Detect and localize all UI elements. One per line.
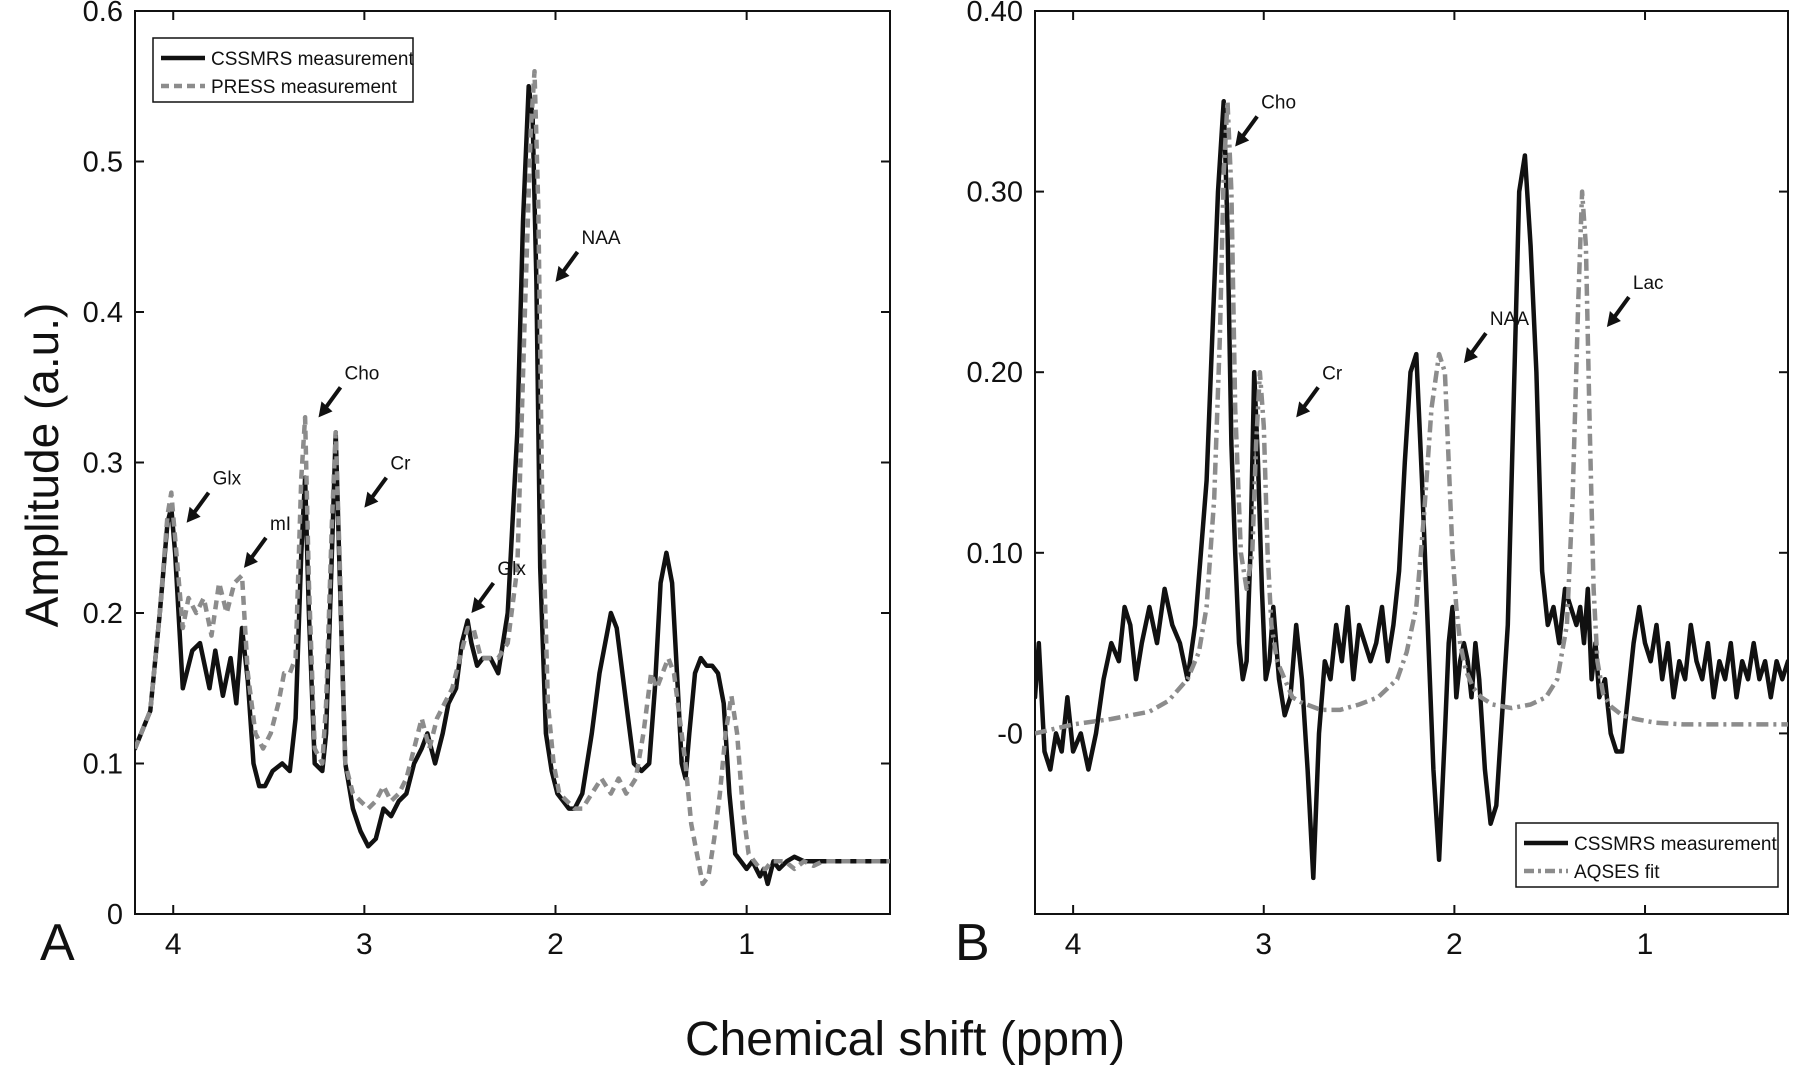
annotation-arrowhead <box>1296 401 1311 418</box>
x-tick-label: 4 <box>165 928 182 961</box>
annotation-arrow <box>1468 331 1488 357</box>
annotation-arrowhead <box>1463 347 1478 364</box>
annotation-arrowhead <box>1235 130 1250 147</box>
annotation-arrowhead <box>555 265 570 282</box>
y-tick-label: 0.3 <box>83 448 123 480</box>
annotation-label: NAA <box>582 228 621 249</box>
y-tick-label: 0.20 <box>967 357 1023 389</box>
legend-label: AQSES fit <box>1574 862 1660 883</box>
x-tick-label: 2 <box>547 928 564 961</box>
panel-b-plot-area <box>1034 10 1789 915</box>
panel-a-plot-area <box>134 10 891 915</box>
series-line-press-measurement <box>135 68 890 887</box>
x-axis-label: Chemical shift (ppm) <box>685 1013 1125 1066</box>
x-tick-label: 3 <box>1255 928 1272 961</box>
annotation-arrowhead <box>243 551 258 568</box>
series-line-cssmrs-measurement <box>135 83 890 887</box>
x-tick-label: 2 <box>1446 928 1463 961</box>
series-line-aqses-fit <box>1035 99 1788 736</box>
y-tick-label: -0 <box>997 718 1023 750</box>
annotation-arrowhead <box>471 597 486 613</box>
legend-box <box>152 37 414 103</box>
panel-b-legend: CSSMRS measurement AQSES fit <box>1515 822 1779 888</box>
annotation-arrow <box>559 250 580 276</box>
annotation-label: Cr <box>1322 363 1343 384</box>
y-tick-label: 0.2 <box>83 598 123 630</box>
annotation-arrow <box>368 476 388 501</box>
annotation-label: Cho <box>1261 92 1296 113</box>
annotation-arrow <box>475 581 496 607</box>
annotation-arrow <box>1611 295 1631 321</box>
annotation-label: Glx <box>497 559 526 580</box>
annotation-arrow <box>248 536 268 562</box>
legend-box <box>1515 822 1779 888</box>
annotation-arrow <box>1239 115 1259 140</box>
legend-label: CSSMRS measurement <box>211 49 414 70</box>
panel-a-series <box>135 68 890 887</box>
y-tick-label: 0 <box>107 899 123 931</box>
panel-b-chart: -0 0.10 0.20 0.30 0.40 4 3 2 1 Cho Cr NAA Lac CSSM… <box>955 0 1789 972</box>
panel-a-annotations: Glx mI Cho Cr Glx NAA <box>186 228 621 613</box>
x-tick-label: 3 <box>356 928 373 961</box>
annotation-label: mI <box>270 514 291 535</box>
annotation-arrow <box>190 491 211 516</box>
annotation-label: Lac <box>1633 273 1664 294</box>
panel-b-annotations: Cho Cr NAA Lac <box>1235 92 1664 418</box>
x-tick-label: 1 <box>1637 928 1654 961</box>
annotation-label: Cho <box>344 363 379 384</box>
annotation-arrowhead <box>318 401 333 418</box>
annotation-arrowhead <box>1606 311 1621 328</box>
annotation-label: Glx <box>213 469 242 490</box>
panel-b-x-axis: 4 3 2 1 <box>1065 11 1654 961</box>
series-line-cssmrs-measurement <box>1035 99 1788 881</box>
annotation-arrow <box>1300 386 1320 411</box>
panel-b-y-axis: -0 0.10 0.20 0.30 0.40 <box>967 0 1788 750</box>
y-axis-label: Amplitude (a.u.) <box>16 303 68 628</box>
y-tick-label: 0.40 <box>967 0 1023 28</box>
y-tick-label: 0.1 <box>83 749 123 781</box>
y-tick-label: 0.6 <box>83 0 123 28</box>
x-tick-label: 4 <box>1065 928 1082 961</box>
y-tick-label: 0.30 <box>967 177 1023 209</box>
annotation-arrowhead <box>364 491 379 508</box>
panel-b-series <box>1035 99 1788 881</box>
legend-label: PRESS measurement <box>211 77 398 98</box>
y-tick-label: 0.10 <box>967 538 1023 570</box>
panel-a-chart: 0 0.1 0.2 0.3 0.4 0.5 0.6 4 3 2 1 Glx mI Cho Cr Glx NA… <box>40 0 891 972</box>
legend-label: CSSMRS measurement <box>1574 834 1777 855</box>
panel-b-label: B <box>955 914 990 972</box>
annotation-arrow <box>322 386 343 411</box>
annotation-label: NAA <box>1490 309 1529 330</box>
y-tick-label: 0.4 <box>83 297 123 329</box>
panel-a-legend: CSSMRS measurement PRESS measurement <box>152 37 414 103</box>
annotation-arrowhead <box>186 506 201 523</box>
panel-a-x-axis: 4 3 2 1 <box>165 11 755 961</box>
x-tick-label: 1 <box>738 928 755 961</box>
panel-a-y-axis: 0 0.1 0.2 0.3 0.4 0.5 0.6 <box>83 0 890 931</box>
annotation-label: Cr <box>390 454 411 475</box>
y-tick-label: 0.5 <box>83 147 123 179</box>
panel-a-label: A <box>40 914 75 972</box>
